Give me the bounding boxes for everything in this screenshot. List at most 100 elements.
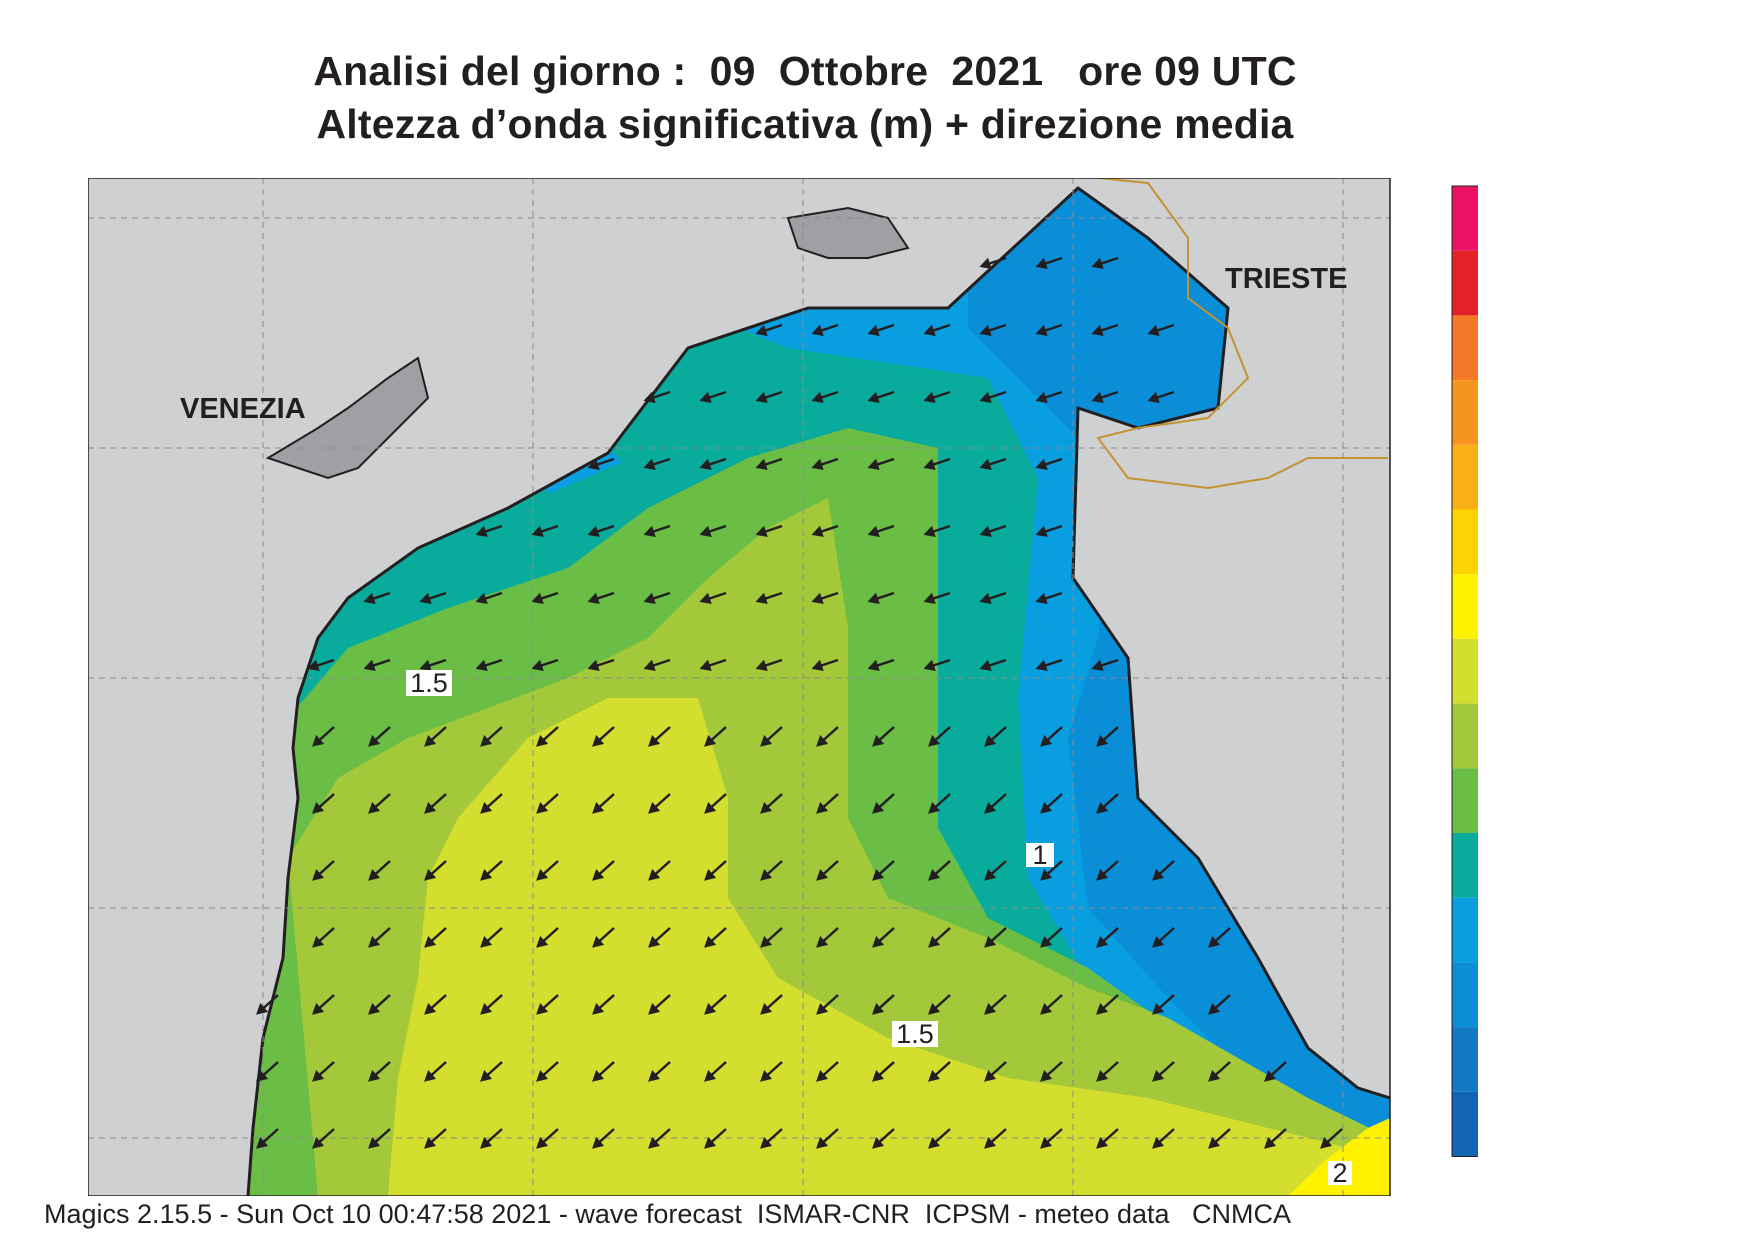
arrow-head bbox=[755, 659, 768, 672]
arrow-head bbox=[592, 802, 605, 814]
arrow-head bbox=[1096, 1070, 1109, 1082]
city-label-venezia: VENEZIA bbox=[180, 393, 306, 425]
arrow-head bbox=[1035, 525, 1048, 538]
arrow-head bbox=[531, 525, 544, 538]
arrow-head bbox=[704, 1003, 717, 1015]
arrow-head bbox=[1040, 1137, 1053, 1149]
arrow-head bbox=[984, 1070, 997, 1082]
wave-height-map: 1.5 1.5 1 2 VENEZIA TRIESTE 76543.532.52… bbox=[88, 178, 1478, 1196]
arrow-head bbox=[312, 802, 325, 814]
arrow-head bbox=[643, 659, 656, 672]
arrow-head bbox=[979, 592, 992, 605]
arrow-head bbox=[648, 869, 661, 881]
arrow-head bbox=[643, 391, 656, 404]
arrow-head bbox=[984, 869, 997, 881]
city-label-trieste: TRIESTE bbox=[1225, 263, 1347, 295]
arrow-head bbox=[312, 1070, 325, 1082]
arrow-head bbox=[984, 1137, 997, 1149]
legend-swatch bbox=[1452, 638, 1478, 704]
arrow-head bbox=[928, 1003, 941, 1015]
legend-swatch bbox=[1452, 509, 1478, 575]
arrow-head bbox=[368, 735, 381, 747]
graticule bbox=[88, 178, 1390, 1196]
arrow-head bbox=[1035, 592, 1048, 605]
legend-swatch bbox=[1452, 1027, 1478, 1092]
arrow-head bbox=[643, 592, 656, 605]
arrow-head bbox=[1040, 936, 1053, 948]
wave-direction-arrows bbox=[256, 256, 1343, 1149]
arrow-head bbox=[867, 458, 880, 471]
arrow-head bbox=[1264, 1137, 1277, 1149]
arrow-head bbox=[760, 735, 773, 747]
arrow-head bbox=[1040, 1003, 1053, 1015]
contour-label-south: 1.5 bbox=[892, 1019, 938, 1049]
arrow-head bbox=[368, 1137, 381, 1149]
arrow-head bbox=[480, 802, 493, 814]
arrow-head bbox=[256, 1137, 269, 1149]
arrow-head bbox=[536, 1070, 549, 1082]
arrow-head bbox=[760, 1070, 773, 1082]
arrow-head bbox=[811, 525, 824, 538]
arrow-head bbox=[867, 525, 880, 538]
arrow-head bbox=[979, 525, 992, 538]
arrow-head bbox=[1040, 1070, 1053, 1082]
arrow-head bbox=[1040, 735, 1053, 747]
arrow-head bbox=[424, 802, 437, 814]
arrow-head bbox=[1152, 1003, 1165, 1015]
arrow-head bbox=[760, 1003, 773, 1015]
arrow-head bbox=[760, 936, 773, 948]
arrow-head bbox=[755, 458, 768, 471]
legend-swatch bbox=[1452, 833, 1478, 898]
arrow-head bbox=[536, 1137, 549, 1149]
arrow-head bbox=[1264, 1070, 1277, 1082]
arrow-head bbox=[480, 735, 493, 747]
arrow-head bbox=[419, 592, 432, 605]
color-legend: 76543.532.521.751.51.2510.750.50.250 bbox=[1451, 185, 1478, 1157]
arrow-head bbox=[979, 257, 992, 270]
arrow-head bbox=[1035, 659, 1048, 672]
legend-swatch bbox=[1452, 315, 1478, 381]
arrow-head bbox=[928, 1137, 941, 1149]
arrow-head bbox=[368, 869, 381, 881]
arrow-head bbox=[872, 869, 885, 881]
arrow-head bbox=[536, 802, 549, 814]
arrow-head bbox=[704, 936, 717, 948]
arrow-head bbox=[536, 869, 549, 881]
arrow-head bbox=[816, 735, 829, 747]
arrow-head bbox=[867, 324, 880, 337]
legend-swatch bbox=[1452, 250, 1478, 316]
legend-swatch bbox=[1452, 897, 1478, 963]
arrow-head bbox=[1096, 936, 1109, 948]
arrow-head bbox=[923, 592, 936, 605]
arrow-head bbox=[587, 659, 600, 672]
arrow-head bbox=[592, 936, 605, 948]
arrow-head bbox=[368, 1070, 381, 1082]
arrow-head bbox=[480, 869, 493, 881]
arrow-head bbox=[531, 659, 544, 672]
arrow-head bbox=[592, 735, 605, 747]
arrow-head bbox=[704, 735, 717, 747]
arrow-head bbox=[699, 458, 712, 471]
arrow-head bbox=[592, 869, 605, 881]
arrow-head bbox=[928, 869, 941, 881]
arrow-head bbox=[1091, 659, 1104, 672]
arrow-head bbox=[307, 659, 320, 672]
legend-swatch bbox=[1452, 962, 1478, 1028]
svg-text:1.5: 1.5 bbox=[410, 668, 448, 698]
arrow-head bbox=[755, 391, 768, 404]
arrow-head bbox=[811, 458, 824, 471]
contour-label-east: 1 bbox=[1026, 840, 1054, 870]
arrow-head bbox=[643, 525, 656, 538]
national-border bbox=[1096, 178, 1388, 490]
arrow-head bbox=[592, 1070, 605, 1082]
arrow-head bbox=[475, 592, 488, 605]
arrow-head bbox=[1096, 802, 1109, 814]
arrow-head bbox=[699, 592, 712, 605]
arrow-head bbox=[475, 525, 488, 538]
arrow-head bbox=[755, 525, 768, 538]
arrow-head bbox=[1096, 735, 1109, 747]
arrow-head bbox=[867, 592, 880, 605]
arrow-head bbox=[648, 1003, 661, 1015]
arrow-head bbox=[923, 391, 936, 404]
arrow-head bbox=[1091, 257, 1104, 270]
